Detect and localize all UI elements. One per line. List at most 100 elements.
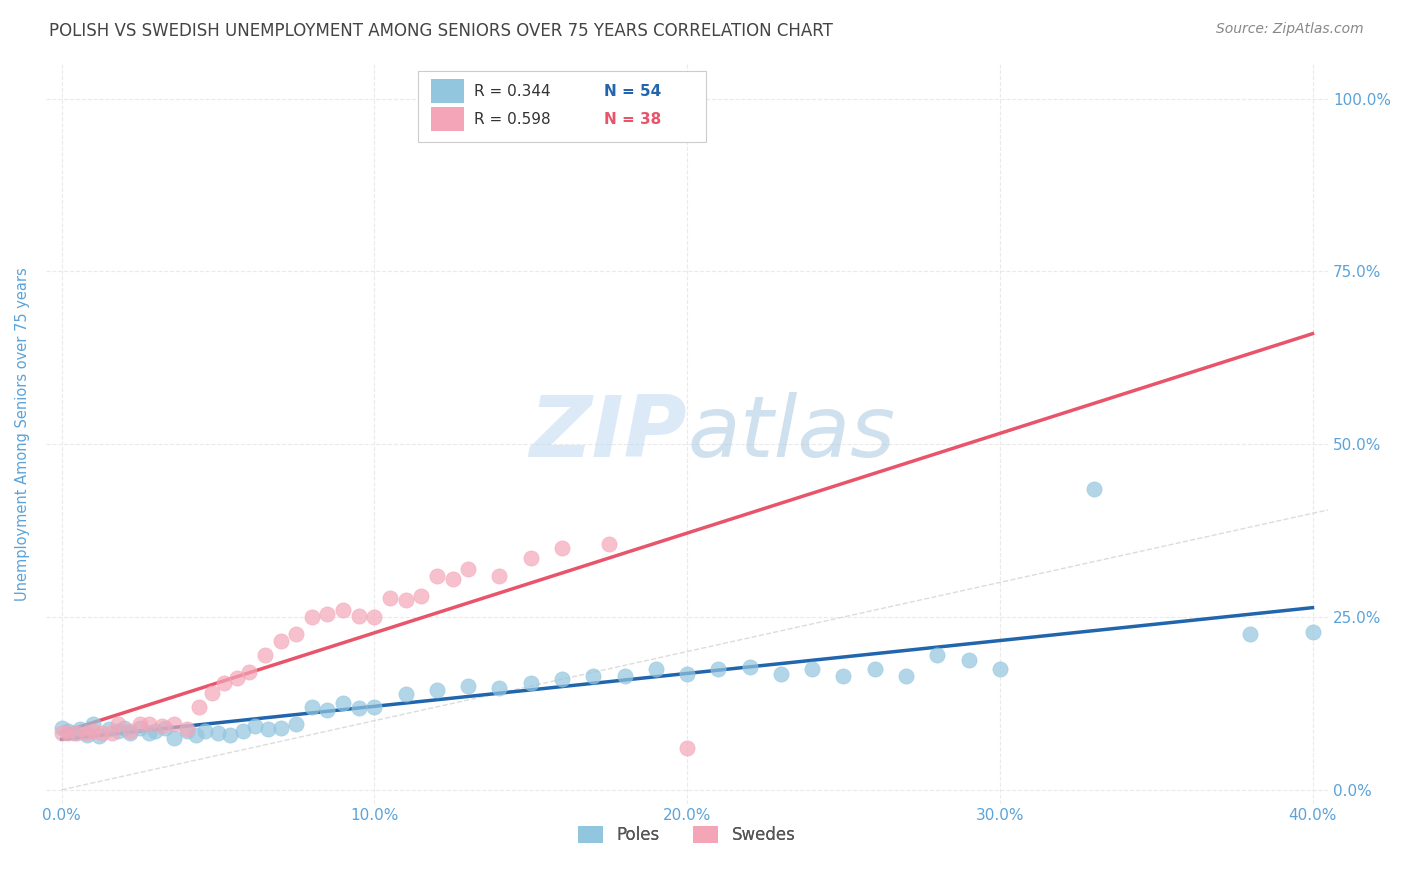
Point	[201, 686, 224, 700]
Point	[176, 722, 198, 736]
Point	[285, 627, 308, 641]
Point	[176, 724, 198, 739]
Point	[66, 726, 89, 740]
Point	[150, 719, 173, 733]
Point	[184, 727, 207, 741]
Point	[56, 726, 79, 740]
Point	[82, 724, 104, 739]
Point	[644, 662, 666, 676]
Point	[76, 727, 98, 741]
Point	[238, 665, 260, 680]
Point	[212, 675, 235, 690]
Point	[56, 724, 79, 739]
Point	[457, 561, 479, 575]
Text: atlas: atlas	[688, 392, 896, 475]
Point	[332, 603, 354, 617]
Point	[225, 671, 247, 685]
Point	[738, 659, 761, 673]
Point	[257, 722, 280, 736]
Point	[82, 717, 104, 731]
Point	[270, 634, 292, 648]
Point	[301, 699, 323, 714]
Point	[676, 741, 699, 756]
Point	[519, 675, 541, 690]
Point	[128, 717, 150, 731]
Point	[270, 721, 292, 735]
Text: POLISH VS SWEDISH UNEMPLOYMENT AMONG SENIORS OVER 75 YEARS CORRELATION CHART: POLISH VS SWEDISH UNEMPLOYMENT AMONG SEN…	[49, 22, 834, 40]
Point	[301, 610, 323, 624]
Point	[676, 666, 699, 681]
Point	[316, 703, 339, 717]
Point	[51, 721, 73, 735]
Point	[363, 699, 385, 714]
Point	[138, 726, 160, 740]
Point	[988, 662, 1011, 676]
Point	[769, 666, 792, 681]
Point	[1302, 625, 1324, 640]
Point	[488, 568, 510, 582]
Point	[188, 699, 211, 714]
Text: R = 0.344: R = 0.344	[474, 84, 551, 98]
Point	[457, 679, 479, 693]
Point	[138, 717, 160, 731]
Point	[426, 568, 449, 582]
Point	[97, 722, 120, 736]
Point	[107, 717, 129, 731]
Point	[582, 669, 605, 683]
Point	[76, 726, 98, 740]
Point	[145, 724, 167, 739]
Text: ZIP: ZIP	[530, 392, 688, 475]
Point	[519, 551, 541, 566]
Point	[894, 669, 917, 683]
Legend: Poles, Swedes: Poles, Swedes	[572, 819, 803, 851]
Point	[207, 726, 229, 740]
Point	[394, 592, 416, 607]
Text: R = 0.598: R = 0.598	[474, 112, 551, 127]
Y-axis label: Unemployment Among Seniors over 75 years: Unemployment Among Seniors over 75 years	[15, 267, 30, 600]
Text: Source: ZipAtlas.com: Source: ZipAtlas.com	[1216, 22, 1364, 37]
Point	[488, 681, 510, 695]
Point	[316, 607, 339, 621]
Point	[957, 653, 980, 667]
Point	[128, 721, 150, 735]
Point	[551, 541, 574, 555]
Point	[1083, 482, 1105, 496]
Point	[285, 717, 308, 731]
Point	[394, 687, 416, 701]
Point	[51, 726, 73, 740]
Point	[153, 721, 176, 735]
Point	[863, 662, 886, 676]
Point	[100, 726, 122, 740]
Point	[107, 724, 129, 739]
Point	[426, 682, 449, 697]
Point	[63, 726, 86, 740]
Point	[347, 608, 370, 623]
Point	[707, 662, 730, 676]
Point	[927, 648, 949, 662]
Point	[332, 697, 354, 711]
Point	[1239, 627, 1261, 641]
Point	[411, 589, 433, 603]
Text: N = 38: N = 38	[603, 112, 661, 127]
Point	[363, 610, 385, 624]
FancyBboxPatch shape	[418, 71, 706, 142]
Point	[245, 719, 267, 733]
Point	[163, 731, 186, 745]
Point	[232, 724, 254, 739]
Point	[253, 648, 276, 662]
Text: N = 54: N = 54	[603, 84, 661, 98]
Point	[441, 572, 464, 586]
Point	[801, 662, 824, 676]
Point	[598, 537, 620, 551]
Point	[832, 669, 855, 683]
Point	[551, 672, 574, 686]
Point	[112, 721, 135, 735]
Point	[89, 729, 111, 743]
Point	[219, 727, 242, 741]
Point	[69, 722, 91, 736]
Point	[91, 726, 114, 740]
Point	[163, 717, 186, 731]
Point	[120, 726, 142, 740]
FancyBboxPatch shape	[430, 107, 464, 131]
Point	[613, 669, 636, 683]
